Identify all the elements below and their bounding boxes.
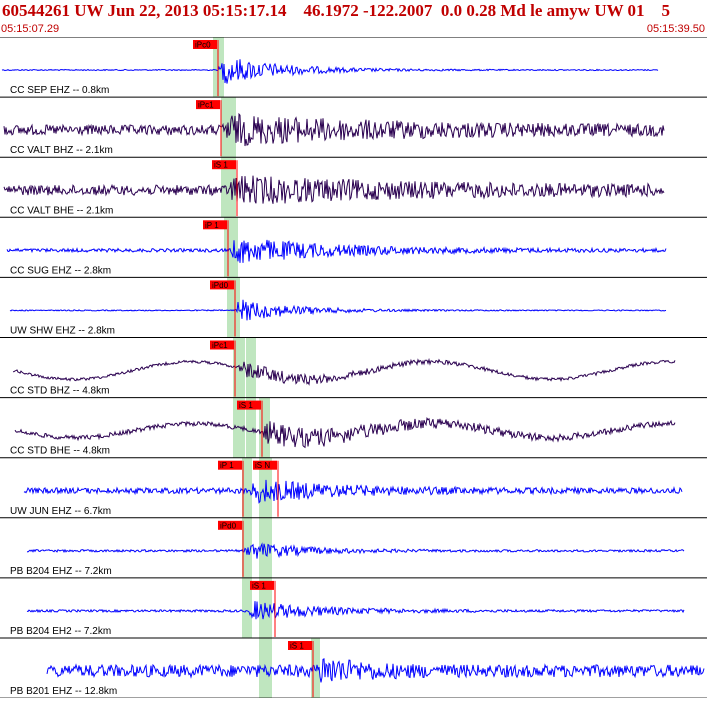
seismogram-traces[interactable]: iPc0 CC SEP EHZ -- 0.8km iPc1 CC VALT BHZ -… <box>0 36 707 699</box>
trace-row[interactable]: iPc1 CC STD BHZ -- 4.8km <box>10 340 676 397</box>
pick-window <box>242 457 252 518</box>
pick-label: iP 1 <box>205 221 219 230</box>
end-time-label: 05:15:39.50 <box>646 23 705 35</box>
trace-row[interactable]: iS 1 CC STD BHE -- 4.8km <box>10 400 676 457</box>
waveform <box>1 59 659 84</box>
pick-window <box>311 638 320 699</box>
station-label: CC SEP EHZ -- 0.8km <box>10 85 109 96</box>
trace-panel[interactable]: iPc0 CC SEP EHZ -- 0.8km iPc1 CC VALT BHZ -… <box>0 36 707 699</box>
waveform <box>26 601 685 621</box>
phase-pick[interactable]: iP 1 <box>203 220 229 277</box>
pick-window <box>242 517 252 578</box>
pick-flag[interactable] <box>210 280 234 290</box>
pick-flag[interactable] <box>203 220 227 230</box>
waveform <box>23 479 683 504</box>
seismogram-header: 60544261 UW Jun 22, 2013 05:15:17.14 46.… <box>0 0 707 38</box>
phase-pick[interactable]: iPc1 <box>210 340 236 397</box>
pick-flag[interactable] <box>193 40 217 49</box>
waveform <box>6 239 667 263</box>
pick-label: iS 1 <box>214 161 228 170</box>
waveform <box>46 658 705 683</box>
waveform <box>3 112 665 147</box>
pick-window <box>242 577 252 638</box>
waveform <box>12 357 676 386</box>
phase-pick[interactable]: iPd0 <box>210 280 236 337</box>
station-label: CC STD BHZ -- 4.8km <box>10 386 109 397</box>
trace-row[interactable]: iPd0 UW SHW EHZ -- 2.8km <box>9 280 667 337</box>
pick-label: iP 1 <box>220 461 234 470</box>
trace-row[interactable]: iP 1 iS N UW JUN EHZ -- 6.7km <box>10 460 683 517</box>
pick-flag[interactable] <box>253 460 277 470</box>
pick-window <box>221 157 236 218</box>
trace-row[interactable]: iP 1 CC SUG EHZ -- 2.8km <box>6 220 667 277</box>
station-label: UW JUN EHZ -- 6.7km <box>10 506 111 517</box>
pick-window <box>227 277 240 338</box>
pick-flag[interactable] <box>218 520 242 530</box>
station-label: PB B204 EHZ -- 7.2km <box>10 566 112 577</box>
pick-window <box>259 517 272 578</box>
pick-window <box>246 397 256 458</box>
pick-flag[interactable] <box>218 460 242 470</box>
start-time-label: 05:15:07.29 <box>1 23 60 35</box>
trace-row[interactable]: iS 1 PB B204 EH2 -- 7.2km <box>10 580 685 637</box>
trace-row[interactable]: iPd0 PB B204 EHZ -- 7.2km <box>10 520 685 577</box>
pick-flag[interactable] <box>250 580 274 590</box>
station-label: CC VALT BHE -- 2.1km <box>10 205 113 216</box>
phase-pick[interactable]: iPc0 <box>193 40 219 97</box>
station-label: CC STD BHE -- 4.8km <box>10 446 110 457</box>
station-label: UW SHW EHZ -- 2.8km <box>10 326 115 337</box>
pick-label: iPc1 <box>198 101 214 110</box>
pick-flag[interactable] <box>237 400 261 410</box>
waveform <box>3 175 665 204</box>
trace-row[interactable]: iS 1 PB B201 EHZ -- 12.8km <box>10 641 705 698</box>
station-label: CC VALT BHZ -- 2.1km <box>10 145 113 156</box>
pick-label: iS 1 <box>252 581 266 590</box>
pick-label: iPd0 <box>220 521 237 530</box>
pick-flag[interactable] <box>196 100 220 110</box>
event-title: 60544261 UW Jun 22, 2013 05:15:17.14 46.… <box>2 1 671 20</box>
phase-pick[interactable]: iPc1 <box>196 100 222 157</box>
pick-label: iPd0 <box>212 281 229 290</box>
phase-pick[interactable]: iP 1 <box>218 460 244 517</box>
pick-label: iS N <box>255 461 270 470</box>
waveform <box>26 542 685 559</box>
trace-row[interactable]: iPc1 CC VALT BHZ -- 2.1km <box>3 100 665 157</box>
pick-flag[interactable] <box>288 641 312 650</box>
phase-pick[interactable]: iS 1 <box>288 641 314 698</box>
pick-flag[interactable] <box>210 340 234 350</box>
pick-label: iS 1 <box>290 642 304 651</box>
pick-label: iS 1 <box>239 401 253 410</box>
waveform <box>14 417 676 449</box>
phase-pick[interactable]: iS 1 <box>237 400 263 457</box>
waveform <box>9 299 667 321</box>
pick-label: iPc1 <box>212 341 228 350</box>
pick-flag[interactable] <box>212 160 236 170</box>
phase-pick[interactable]: iS 1 <box>212 160 238 217</box>
phase-pick[interactable]: iS 1 <box>250 580 276 637</box>
pick-label: iPc0 <box>195 41 211 50</box>
station-label: PB B204 EH2 -- 7.2km <box>10 626 111 637</box>
trace-row[interactable]: iS 1 CC VALT BHE -- 2.1km <box>3 160 665 217</box>
trace-row[interactable]: iPc0 CC SEP EHZ -- 0.8km <box>1 40 659 97</box>
station-label: PB B201 EHZ -- 12.8km <box>10 686 117 697</box>
station-label: CC SUG EHZ -- 2.8km <box>10 265 111 276</box>
phase-pick[interactable]: iPd0 <box>218 520 244 577</box>
phase-pick[interactable]: iS N <box>253 460 279 517</box>
